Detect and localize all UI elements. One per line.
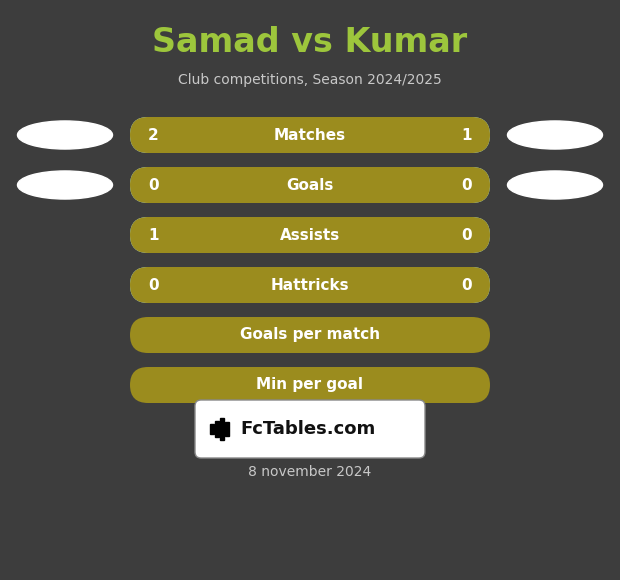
- Text: FcTables.com: FcTables.com: [240, 420, 375, 438]
- Bar: [220, 418, 224, 440]
- FancyBboxPatch shape: [130, 217, 490, 253]
- FancyBboxPatch shape: [130, 167, 490, 203]
- FancyBboxPatch shape: [130, 167, 490, 203]
- Ellipse shape: [508, 121, 603, 149]
- Bar: [215, 421, 219, 437]
- Text: 0: 0: [148, 177, 159, 193]
- Ellipse shape: [17, 171, 112, 199]
- Bar: [210, 424, 214, 434]
- FancyBboxPatch shape: [130, 267, 490, 303]
- Text: Hattricks: Hattricks: [271, 277, 349, 292]
- Text: 0: 0: [461, 277, 472, 292]
- FancyBboxPatch shape: [130, 317, 490, 353]
- Text: 0: 0: [461, 227, 472, 242]
- Text: Matches: Matches: [274, 128, 346, 143]
- FancyBboxPatch shape: [195, 400, 425, 458]
- Text: 0: 0: [461, 177, 472, 193]
- Text: Club competitions, Season 2024/2025: Club competitions, Season 2024/2025: [178, 73, 442, 87]
- Text: Goals per match: Goals per match: [240, 328, 380, 343]
- FancyBboxPatch shape: [130, 117, 490, 153]
- FancyBboxPatch shape: [130, 217, 490, 253]
- Ellipse shape: [508, 171, 603, 199]
- Text: 2: 2: [148, 128, 159, 143]
- Text: Min per goal: Min per goal: [257, 378, 363, 393]
- Text: 1: 1: [148, 227, 159, 242]
- Text: 8 november 2024: 8 november 2024: [249, 465, 371, 479]
- Bar: [225, 422, 229, 436]
- Text: 1: 1: [461, 128, 472, 143]
- Text: Samad vs Kumar: Samad vs Kumar: [153, 26, 467, 59]
- FancyBboxPatch shape: [130, 367, 490, 403]
- FancyBboxPatch shape: [130, 267, 490, 303]
- FancyBboxPatch shape: [130, 117, 490, 153]
- Ellipse shape: [17, 121, 112, 149]
- Text: Goals: Goals: [286, 177, 334, 193]
- Text: 0: 0: [148, 277, 159, 292]
- Text: Assists: Assists: [280, 227, 340, 242]
